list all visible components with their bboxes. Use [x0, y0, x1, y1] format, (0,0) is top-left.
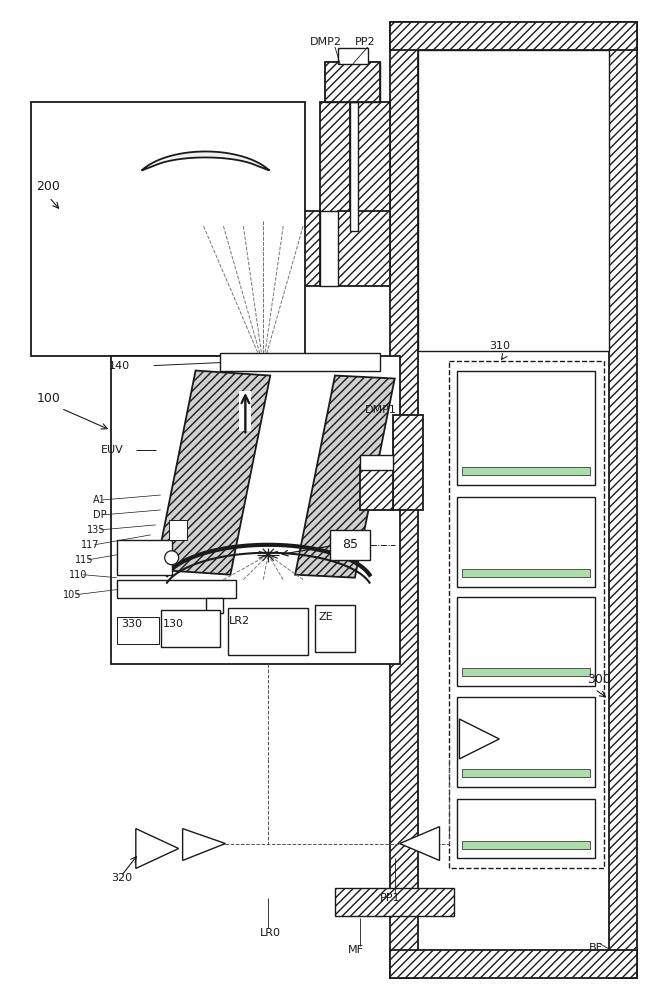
- Bar: [390, 950, 637, 978]
- Bar: [457, 597, 595, 686]
- Text: 330: 330: [121, 619, 142, 629]
- Text: 115: 115: [75, 555, 94, 565]
- Text: 200: 200: [36, 180, 60, 193]
- Bar: [462, 769, 590, 777]
- Text: LR0: LR0: [260, 928, 281, 938]
- Bar: [325, 62, 380, 102]
- Bar: [350, 102, 358, 231]
- Text: 130: 130: [162, 619, 183, 629]
- Bar: [457, 799, 595, 858]
- Bar: [206, 598, 223, 613]
- Polygon shape: [459, 719, 499, 759]
- Text: A1: A1: [93, 495, 105, 505]
- Bar: [462, 841, 590, 849]
- Bar: [457, 371, 595, 485]
- Text: 85: 85: [342, 538, 358, 551]
- Bar: [350, 102, 358, 231]
- Bar: [457, 497, 595, 587]
- Text: 300: 300: [587, 673, 610, 686]
- Bar: [31, 102, 305, 356]
- Text: 117: 117: [81, 540, 100, 550]
- Bar: [315, 605, 355, 652]
- Bar: [221, 353, 380, 371]
- Bar: [360, 455, 393, 470]
- Polygon shape: [183, 829, 225, 860]
- Text: ZE: ZE: [318, 612, 333, 622]
- Text: 135: 135: [87, 525, 105, 535]
- Bar: [335, 888, 455, 916]
- Bar: [290, 211, 320, 286]
- Text: 140: 140: [109, 361, 130, 371]
- Polygon shape: [295, 376, 395, 578]
- Text: DMP1: DMP1: [365, 405, 397, 415]
- Bar: [338, 211, 390, 286]
- Bar: [117, 617, 159, 644]
- Bar: [325, 62, 380, 102]
- Text: DMP2: DMP2: [310, 37, 342, 47]
- Circle shape: [164, 551, 179, 565]
- Bar: [117, 540, 172, 575]
- Bar: [358, 102, 390, 231]
- Polygon shape: [136, 829, 179, 868]
- Text: PP2: PP2: [355, 37, 375, 47]
- Text: 310: 310: [489, 341, 510, 351]
- Bar: [169, 520, 187, 540]
- Bar: [338, 48, 368, 64]
- Bar: [393, 415, 422, 510]
- Bar: [117, 580, 236, 598]
- Bar: [418, 50, 608, 351]
- Bar: [320, 211, 338, 286]
- Text: DP: DP: [93, 510, 107, 520]
- Text: 320: 320: [111, 873, 132, 883]
- Polygon shape: [141, 151, 269, 171]
- Bar: [160, 610, 221, 647]
- Bar: [111, 356, 400, 664]
- Bar: [330, 530, 370, 560]
- Text: PP1: PP1: [380, 893, 400, 903]
- Text: 105: 105: [63, 590, 82, 600]
- Polygon shape: [156, 371, 271, 575]
- Bar: [462, 467, 590, 475]
- Bar: [390, 22, 418, 978]
- Text: EUV: EUV: [101, 445, 124, 455]
- Text: LR2: LR2: [229, 616, 250, 626]
- Bar: [608, 22, 637, 978]
- Bar: [229, 608, 308, 655]
- Bar: [462, 668, 590, 676]
- Bar: [239, 391, 252, 431]
- Text: MF: MF: [348, 945, 364, 955]
- Text: 110: 110: [69, 570, 88, 580]
- Bar: [390, 22, 637, 50]
- Text: 100: 100: [36, 392, 60, 405]
- Text: BF: BF: [589, 943, 603, 953]
- Bar: [462, 569, 590, 577]
- Bar: [457, 697, 595, 787]
- Bar: [360, 465, 393, 510]
- Bar: [320, 102, 350, 231]
- Bar: [449, 361, 604, 868]
- Polygon shape: [400, 827, 440, 860]
